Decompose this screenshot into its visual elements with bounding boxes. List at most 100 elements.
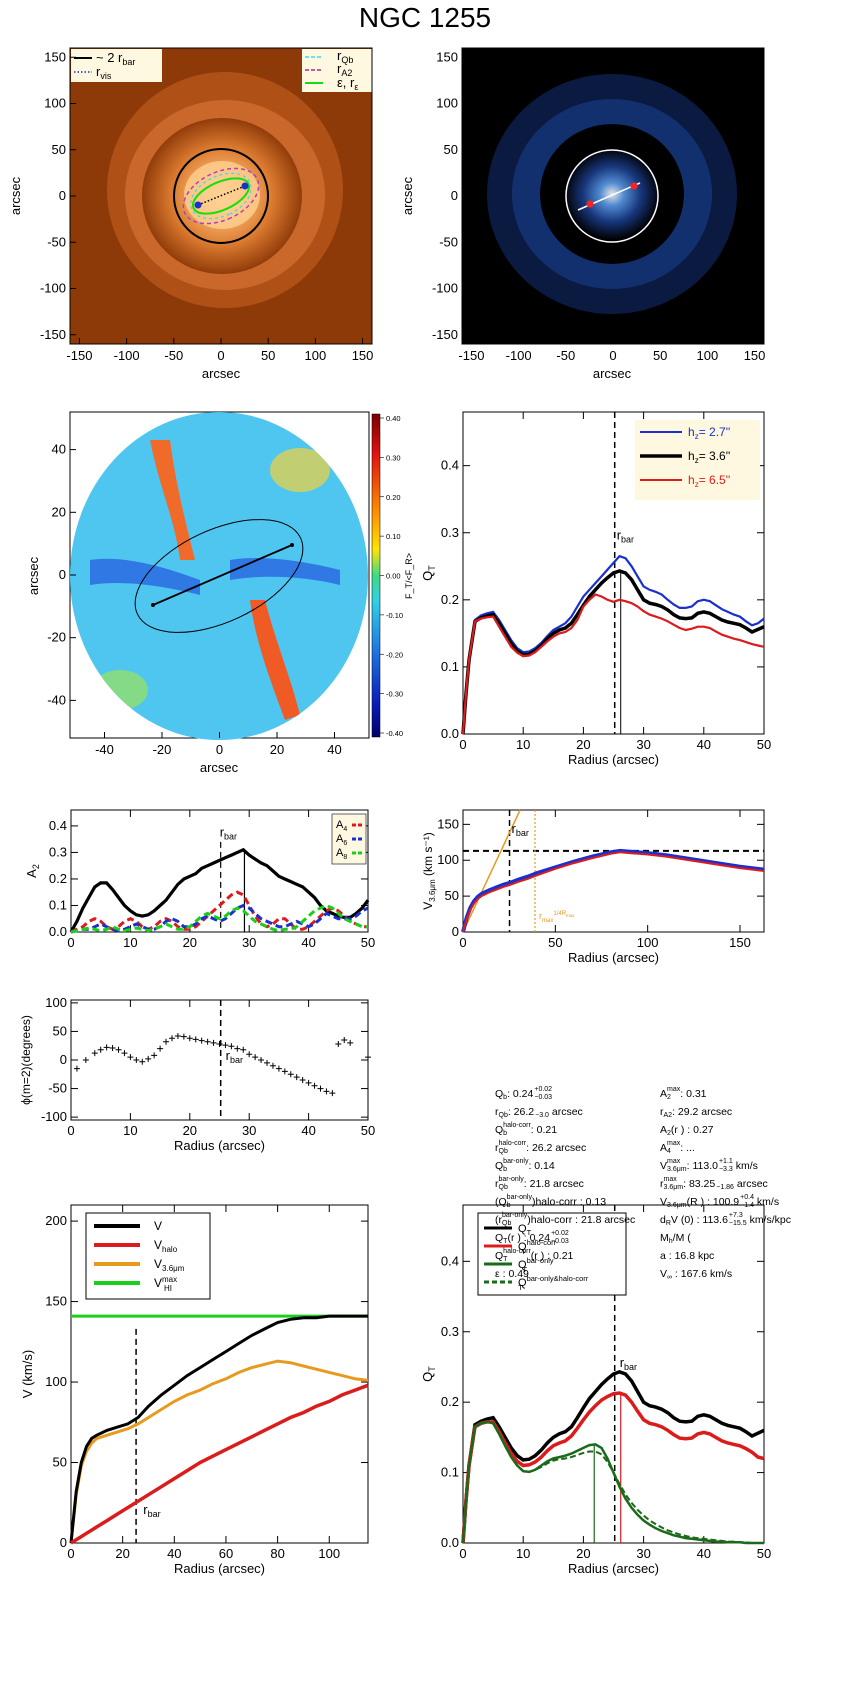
param-sup: bar-only [502,1212,528,1220]
y-tick-label: 50 [444,142,458,157]
param-err-up: +0.02 [534,1086,553,1094]
phi-point [287,1071,294,1078]
qt2-xlabel: Radius (arcsec) [568,1561,659,1576]
ratio-map-yellow-patch [270,448,330,492]
y-tick-label: 0 [59,567,66,582]
param-sup [667,1194,687,1202]
param-value: : 26.2 [507,1106,535,1118]
a2-y-tick-label: 0.3 [49,844,67,859]
y-tick-label: -20 [47,630,66,645]
ratio-map-bar-end-left [151,603,155,607]
param-label: d [660,1214,666,1226]
param-label: Q [495,1232,504,1244]
phi-point [97,1046,104,1053]
param-err-up [535,1104,549,1112]
y-tick-label: -50 [47,234,66,249]
x-tick-label: -150 [458,348,484,363]
vcurves-series-line-2 [69,1314,368,1544]
param-err-down: −3.0 [535,1112,549,1120]
qt-legend-label: hz= 6.5'' [688,473,730,489]
vcurves-series-line-3 [70,1383,369,1545]
param-sub: b [503,1094,508,1102]
qt-y-tick-label: 0.3 [441,525,459,540]
param-label: r [495,1178,499,1190]
x-tick-label: -100 [506,348,532,363]
param-label: r [495,1142,499,1154]
a2-x-tick-label: 0 [67,935,74,950]
image1-rA2-ellipse [182,167,260,225]
phi-point [216,1041,223,1047]
y-tick-label: -150 [432,327,458,342]
v36-x-tick-label: 100 [637,935,659,950]
ratio-map-blue-lobe-2 [230,558,340,585]
parameter-row: Q b: 0.24 +0.02 −0.03 [495,1085,635,1103]
qt2-rbar-label: rbar [620,1355,637,1372]
param-sub: b [503,1166,508,1174]
y-tick-label: -100 [432,281,458,296]
image1-legend-rvis-label: rvis [96,64,112,81]
qt-ylabel: QT [420,565,437,581]
colorbar-tick-label: 0.10 [386,532,401,541]
colorbar-tick-label: -0.40 [386,729,403,738]
phi-point [329,1090,336,1097]
phi-point [323,1088,330,1095]
phi-point [264,1059,271,1066]
a2-x-tick-label: 30 [242,935,256,950]
colorbar-ticks: 0.40 0.30 0.20 0.10 0.00 -0.10 -0.20 -0.30 -0.40 [380,414,403,738]
x-tick-label: 20 [270,742,284,757]
parameter-row: r A2: 29.2 arcsec [660,1103,791,1121]
x-tick-label: -20 [153,742,172,757]
param-sub: 3.6μm [667,1202,687,1210]
y-tick-label: 20 [52,504,66,519]
vcurves-xlabel: Radius (arcsec) [174,1561,265,1576]
param-label: Q [495,1088,504,1100]
qt-x-tick-label: 20 [576,737,590,752]
a2-legend-label: A6 [336,833,347,847]
phi-point [252,1054,259,1061]
param-err-up: +0.02 [551,1230,569,1238]
phi-point [139,1058,146,1065]
param-sup: halo-corr [503,1248,531,1256]
image1-legend-rQb-label: rQb [337,48,353,65]
param-value: /M ( [672,1232,691,1244]
image1-2rbar-circle [173,148,269,244]
param-sup: max [667,1086,681,1094]
param-unit: arcsec [551,1106,583,1118]
param-sub: Qb [502,1220,512,1228]
param-err-down: −0.03 [551,1238,569,1246]
param-sup: max [667,1140,681,1148]
a2-frame [70,809,369,933]
param-sub: T [503,1238,508,1246]
image1-rQb-ellipse [190,172,252,220]
phi-point [258,1057,265,1063]
a2-x-tick-label: 20 [183,935,197,950]
ratio-map-bar-ellipse [134,519,304,633]
vcurves-rbar-label: rbar [143,1502,160,1519]
param-sup: max [663,1176,677,1184]
qt-y-tick-label: 0.0 [441,726,459,741]
image1-ylabel: arcsec [8,176,23,215]
param-sub: b [503,1130,508,1138]
y-tick-label: 100 [436,96,458,111]
qt2-x-tick-label: 10 [516,1546,530,1561]
qt2-y-tick-label: 0.1 [441,1465,459,1480]
vcurves-y-tick-label: 100 [45,1374,67,1389]
parameter-row: A 2 (r ) : 0.27 [660,1121,791,1139]
colorbar-tick-label: -0.20 [386,650,403,659]
ratio-map-ylabel: arcsec [26,556,41,595]
parameter-row: r Qb: 26.2 −3.0 arcsec [495,1103,635,1121]
phi-x-tick-label: 20 [183,1123,197,1138]
param-label: a [660,1250,666,1262]
colorbar-tick-label: 0.20 [386,493,401,502]
qt2-legend-label: Qbar-only T [518,1256,554,1274]
phi-point [121,1050,128,1057]
colorbar-tick-label: -0.10 [386,611,403,620]
image2-ylabel: arcsec [400,176,415,215]
param-label: r [660,1178,664,1190]
phi-point [341,1037,348,1043]
parameter-row: V 3.6μm (R ) : 100.9 +0.4 −1.4 km/s [660,1193,791,1211]
phi-point [240,1046,247,1053]
param-unit: arcsec [736,1178,768,1190]
vcurves-y-tick-label: 150 [45,1294,67,1309]
